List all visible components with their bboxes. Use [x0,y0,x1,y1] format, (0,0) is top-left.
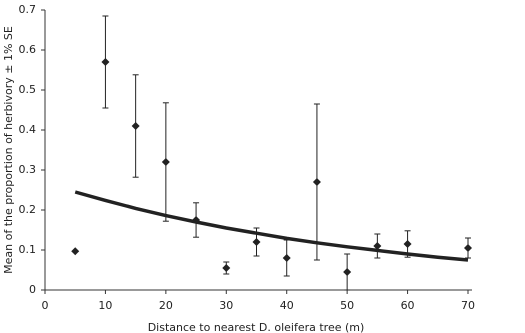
y-tick-label: 0.3 [19,163,37,176]
trend-line [74,190,469,262]
x-tick-label: 0 [42,299,49,312]
x-tick-label: 50 [340,299,354,312]
point [131,122,140,130]
point [464,244,472,252]
x-tick-label: 60 [401,299,415,312]
x-tick-label: 40 [280,299,294,312]
y-tick-label: 0.6 [19,43,37,56]
point [161,158,170,166]
y-tick-label: 0.5 [19,83,37,96]
point [252,238,261,246]
x-tick-label: 30 [219,299,233,312]
y-tick-label: 0.4 [19,123,37,136]
x-tick-label: 20 [159,299,173,312]
point [312,178,321,186]
point [282,254,291,262]
point [403,240,412,248]
y-tick-label: 0.7 [19,3,37,16]
x-tick-label: 10 [98,299,112,312]
point [222,264,231,272]
point [101,58,110,66]
point [192,216,201,224]
y-tick-label: 0.2 [19,203,37,216]
point [71,247,80,256]
y-axis-label: Mean of the proportion of herbivory ± 1%… [2,26,15,274]
x-axis-label: Distance to nearest D. oleifera tree (m) [148,321,365,333]
point [373,242,382,250]
x-tick-label: 70 [461,299,475,312]
y-tick-label: 0.1 [19,243,37,256]
point [343,268,352,276]
y-tick-label: 0 [29,283,36,296]
